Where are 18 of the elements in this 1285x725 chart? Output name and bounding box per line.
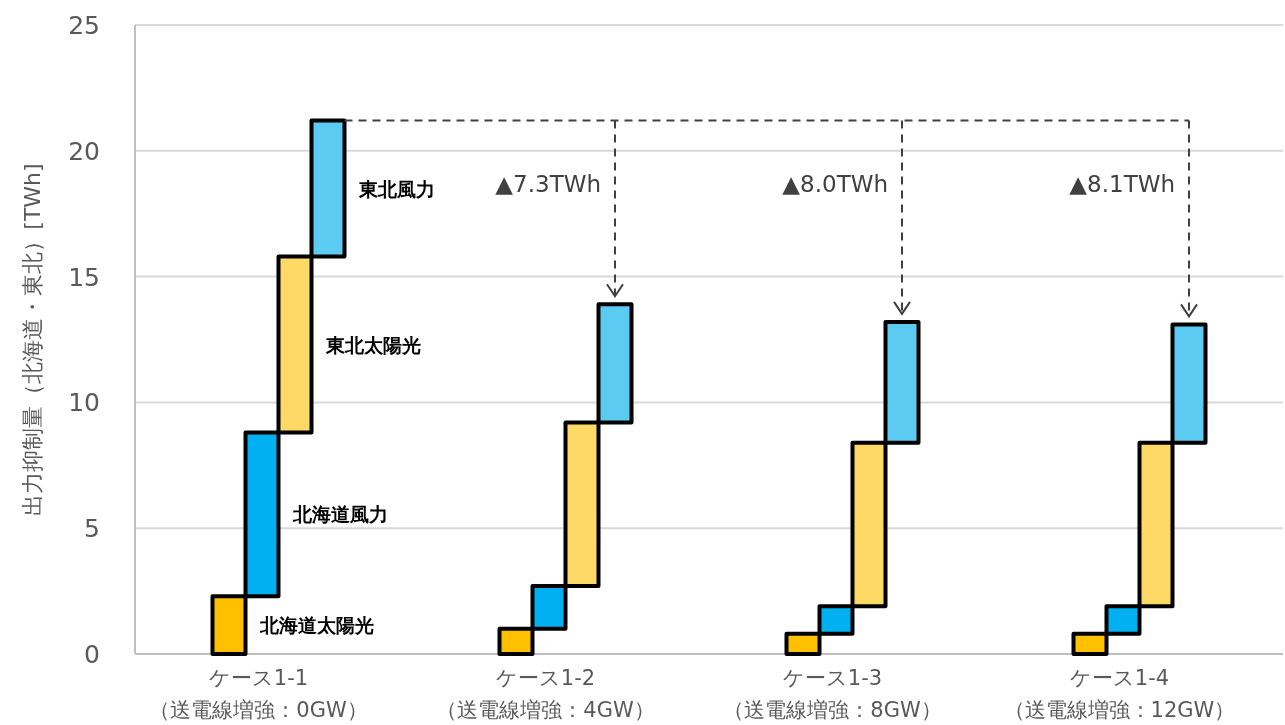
y-tick-label: 20 xyxy=(68,136,100,166)
y-tick-label: 0 xyxy=(84,640,100,669)
y-tick-label: 15 xyxy=(68,262,100,292)
x-tick-label: ケース1-3 （送電線増強：8GW） xyxy=(723,666,942,722)
series-label: 東北風力 xyxy=(357,177,435,200)
series-label: 東北太陽光 xyxy=(324,333,421,356)
series-label: 北海道風力 xyxy=(291,503,388,526)
annotation: ▲8.0TWh xyxy=(782,170,888,197)
annotation: ▲8.1TWh xyxy=(1069,170,1175,197)
series-label: 北海道太陽光 xyxy=(258,614,374,637)
y-tick-label: 10 xyxy=(68,388,100,418)
x-tick-label: ケース1-4 （送電線増強：12GW） xyxy=(1003,666,1236,722)
y-tick-label: 5 xyxy=(84,514,100,544)
annotation: ▲7.3TWh xyxy=(495,170,601,197)
y-axis-title: 出力抑制量（北海道・東北）[TWh] xyxy=(20,163,45,516)
x-tick-label: ケース1-1 （送電線増強：0GW） xyxy=(149,666,368,722)
x-tick-label: ケース1-2 （送電線増強：4GW） xyxy=(436,666,655,722)
y-tick-label: 25 xyxy=(68,11,100,40)
